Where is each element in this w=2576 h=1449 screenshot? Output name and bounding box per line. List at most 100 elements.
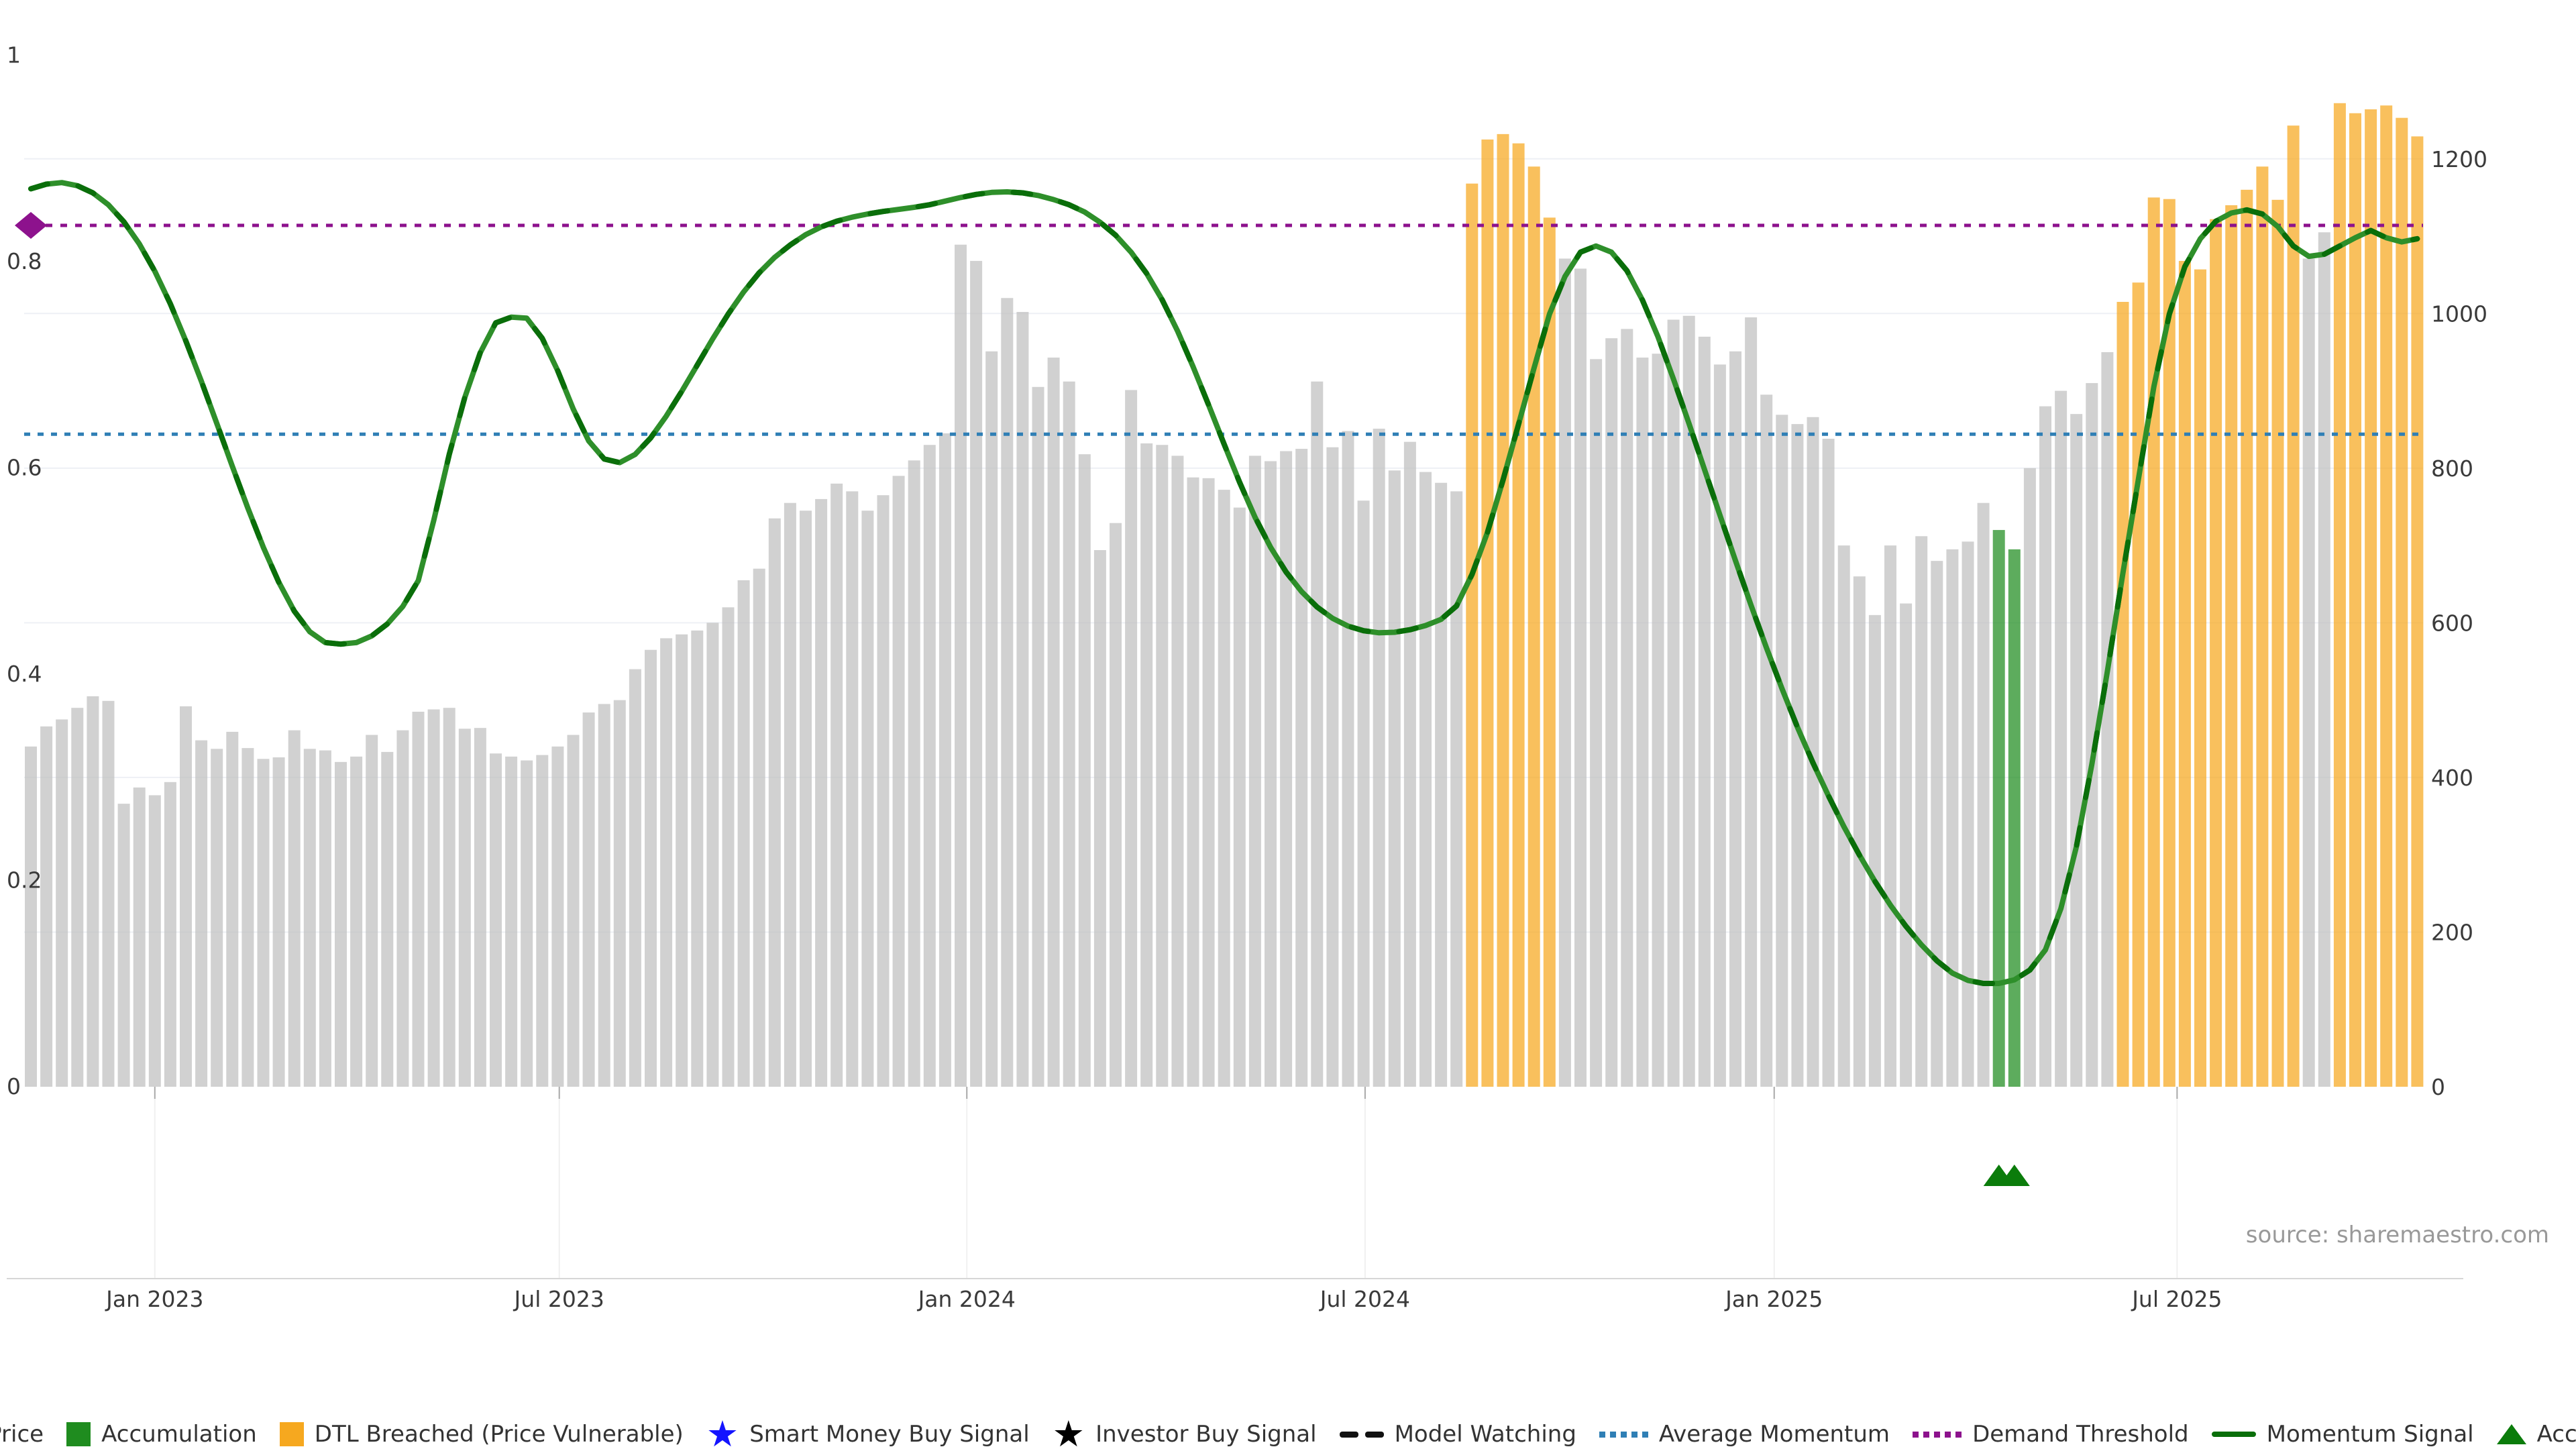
close-price-bar [815, 498, 828, 1087]
close-price-bar [71, 708, 84, 1087]
close-price-bar [133, 787, 146, 1087]
x-axis-label-jul-2023: Jul 2023 [513, 1286, 604, 1312]
dtl-breached-bar [2365, 109, 2377, 1087]
close-price-bar [1047, 358, 1060, 1087]
legend-item-dtl-breached-price-vulnerable-: DTL Breached (Price Vulnerable) [279, 1421, 684, 1448]
x-axis-label-jul-2025: Jul 2025 [2131, 1286, 2222, 1312]
close-price-bar [381, 751, 394, 1087]
close-price-bar [800, 511, 812, 1087]
accumulation-triangle-marker [1998, 1165, 2030, 1186]
close-price-bar [1868, 614, 1881, 1087]
close-price-bar [1776, 415, 1788, 1087]
close-price-bar [1016, 311, 1029, 1087]
close-price-bar [211, 749, 223, 1087]
dot [1945, 1431, 1951, 1438]
close-price-bar [319, 750, 331, 1087]
close-price-bar [613, 700, 626, 1087]
legend-label: Accumulation [101, 1421, 257, 1448]
dot [1923, 1431, 1930, 1438]
close-price-bar [598, 704, 610, 1087]
close-price-bar [1265, 461, 1277, 1087]
close-price-bar [1807, 417, 1819, 1087]
accumulation-triangle-icon [2496, 1424, 2526, 1444]
dot [1620, 1431, 1627, 1438]
dtl-breached-bar [2411, 136, 2424, 1087]
demand-threshold-dots-icon [1913, 1431, 1962, 1438]
close-price-bar [737, 580, 750, 1087]
legend-label: DTL Breached (Price Vulnerable) [314, 1421, 684, 1448]
close-price-bar [846, 491, 859, 1087]
close-price-bar [1729, 351, 1741, 1087]
right-axis-label-600: 600 [2431, 610, 2473, 636]
demand-threshold-diamond-marker [15, 211, 47, 239]
dtl-breached-bar [2241, 189, 2253, 1087]
close-price-bar [877, 495, 890, 1087]
close-price-bar [1280, 451, 1293, 1087]
close-price-bar [288, 730, 301, 1087]
close-price-bar [1435, 482, 1448, 1087]
close-price-bar [226, 731, 239, 1087]
close-price-bar [2101, 352, 2114, 1087]
close-price-bar [1931, 561, 1943, 1087]
dtl-breached-bar [2380, 105, 2393, 1087]
dtl-breached-bar [1466, 183, 1479, 1087]
legend-item-close-price: Close Price [0, 1421, 44, 1448]
dot [1955, 1431, 1962, 1438]
close-price-bar [1403, 441, 1416, 1087]
close-price-bar [396, 730, 409, 1087]
left-axis-label-0.4: 0.4 [7, 661, 42, 687]
dtl-breached-bar [1543, 217, 1556, 1087]
close-price-bar [56, 719, 68, 1087]
close-price-bar [1156, 445, 1169, 1087]
close-price-bar [1450, 491, 1463, 1087]
left-axis-label-0: 0 [7, 1073, 21, 1099]
close-price-bar [1001, 298, 1014, 1087]
legend-item-smart-money-buy-signal: ★ Smart Money Buy Signal [706, 1416, 1030, 1449]
close-price-bar [412, 711, 425, 1087]
source-note: source: sharemaestro.com [2246, 1222, 2549, 1248]
close-price-bar [1962, 541, 1974, 1087]
legend-label: Demand Threshold [1972, 1421, 2189, 1448]
close-price-bar [691, 630, 704, 1087]
right-axis-label-0: 0 [2431, 1074, 2445, 1100]
close-price-bar [1218, 490, 1230, 1087]
dtl-breached-bar [2225, 205, 2238, 1087]
close-price-bar [505, 756, 518, 1087]
dtl-breached-bar [2256, 166, 2269, 1087]
close-price-bar [350, 756, 363, 1087]
dtl-breached-bar [1512, 143, 1525, 1087]
close-price-bar [1187, 477, 1199, 1087]
close-price-bar [257, 759, 270, 1087]
dtl-breached-bar [2210, 219, 2222, 1087]
close-price-bar [1326, 447, 1339, 1087]
dtl-breached-bar [2194, 269, 2206, 1087]
close-price-bar [272, 757, 285, 1087]
close-price-bar [2055, 390, 2068, 1087]
close-price-bar [490, 753, 502, 1087]
close-price-bar [536, 755, 549, 1087]
close-price-bar [25, 746, 37, 1087]
dtl-breached-bar [2147, 197, 2160, 1087]
left-axis-label-1: 1 [7, 42, 21, 68]
right-axis-label-1200: 1200 [2431, 146, 2487, 172]
x-axis-label-jan-2024: Jan 2024 [917, 1286, 1016, 1312]
close-price-bar [1590, 359, 1603, 1087]
close-price-bar [40, 726, 53, 1087]
dtl-breached-bar [2132, 282, 2145, 1087]
x-axis-label-jul-2024: Jul 2024 [1319, 1286, 1410, 1312]
close-price-bar [985, 351, 998, 1087]
close-price-bar [427, 709, 440, 1087]
close-price-bar [303, 749, 316, 1087]
dot [1642, 1431, 1648, 1438]
investor-star-icon: ★ [1052, 1413, 1085, 1449]
close-price-bar [180, 706, 192, 1087]
close-price-bar [241, 748, 254, 1087]
accumulation-bar [2008, 549, 2021, 1087]
close-price-bar [923, 445, 936, 1087]
chart-legend: Close Price Accumulation DTL Breached (Pri… [0, 1413, 2576, 1449]
dot [1599, 1431, 1605, 1438]
dtl-breached-swatch-icon [279, 1422, 304, 1446]
close-price-bar [1760, 394, 1773, 1087]
right-axis-label-1000: 1000 [2431, 301, 2487, 327]
